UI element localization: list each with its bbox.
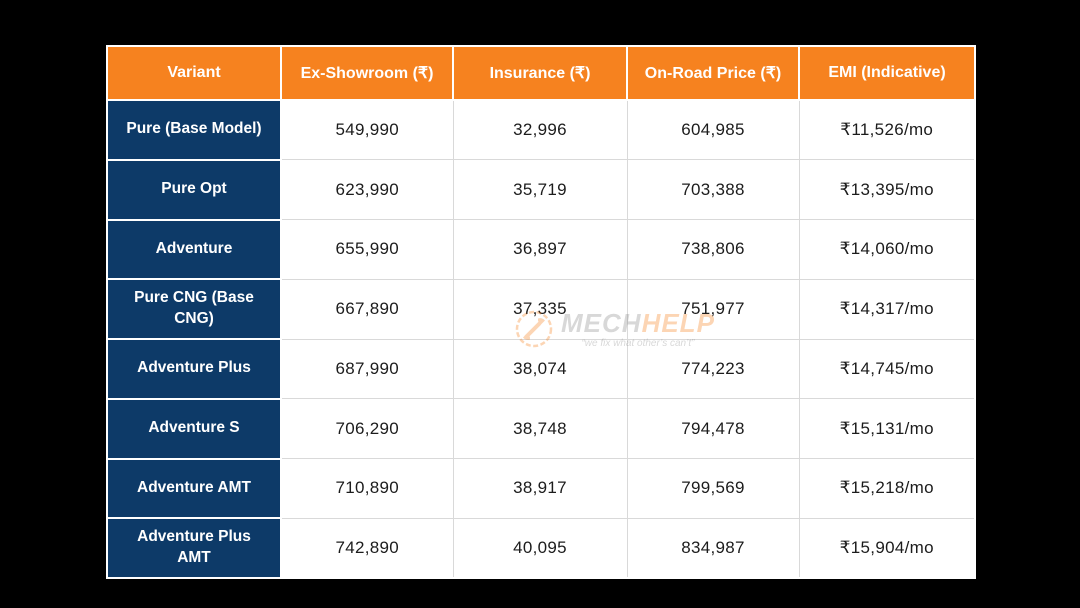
ex-showroom-cell: 687,990 [281, 339, 454, 400]
emi-cell: ₹15,904/mo [799, 518, 975, 578]
insurance-cell: 36,897 [453, 219, 628, 280]
ex-showroom-cell: 706,290 [281, 398, 454, 459]
on-road-cell: 834,987 [627, 518, 800, 578]
price-table: Variant Ex-Showroom (₹) Insurance (₹) On-Ro… [106, 45, 976, 579]
emi-cell: ₹13,395/mo [799, 159, 975, 220]
insurance-cell: 37,335 [453, 279, 628, 340]
insurance-cell: 38,748 [453, 398, 628, 459]
column-header-emi: EMI (Indicative) [799, 46, 975, 101]
column-header-ex-showroom: Ex-Showroom (₹) [281, 46, 454, 101]
on-road-cell: 738,806 [627, 219, 800, 280]
emi-cell: ₹14,745/mo [799, 339, 975, 400]
table-row: Adventure 655,990 36,897 738,806 ₹14,060/mo [107, 218, 975, 281]
table-row: Pure Opt 623,990 35,719 703,388 ₹13,395/mo [107, 158, 975, 221]
table-row: Adventure AMT 710,890 38,917 799,569 ₹15,218… [107, 457, 975, 520]
variant-cell: Pure CNG (Base CNG) [107, 278, 282, 340]
column-header-insurance: Insurance (₹) [453, 46, 628, 101]
on-road-cell: 774,223 [627, 339, 800, 400]
emi-cell: ₹11,526/mo [799, 100, 975, 161]
insurance-cell: 38,917 [453, 458, 628, 519]
insurance-cell: 35,719 [453, 159, 628, 220]
variant-cell: Adventure AMT [107, 457, 282, 520]
on-road-cell: 794,478 [627, 398, 800, 459]
ex-showroom-cell: 549,990 [281, 100, 454, 161]
column-header-on-road-price: On-Road Price (₹) [627, 46, 800, 101]
variant-cell: Adventure Plus AMT [107, 517, 282, 579]
variant-cell: Adventure [107, 218, 282, 281]
table-header-row: Variant Ex-Showroom (₹) Insurance (₹) On-Ro… [107, 46, 975, 101]
insurance-cell: 38,074 [453, 339, 628, 400]
emi-cell: ₹15,218/mo [799, 458, 975, 519]
variant-cell: Pure (Base Model) [107, 99, 282, 161]
column-header-variant: Variant [107, 46, 282, 101]
table-row: Pure (Base Model) 549,990 32,996 604,985 ₹11… [107, 99, 975, 161]
variant-cell: Adventure S [107, 397, 282, 460]
ex-showroom-cell: 710,890 [281, 458, 454, 519]
ex-showroom-cell: 655,990 [281, 219, 454, 280]
on-road-cell: 751,977 [627, 279, 800, 340]
ex-showroom-cell: 742,890 [281, 518, 454, 578]
insurance-cell: 40,095 [453, 518, 628, 578]
ex-showroom-cell: 667,890 [281, 279, 454, 340]
variant-cell: Pure Opt [107, 158, 282, 221]
on-road-cell: 799,569 [627, 458, 800, 519]
variant-price-table: Variant Ex-Showroom (₹) Insurance (₹) On-Ro… [106, 45, 976, 579]
table-row: Adventure Plus 687,990 38,074 774,223 ₹14,74… [107, 338, 975, 400]
variant-cell: Adventure Plus [107, 338, 282, 400]
table-row: Adventure S 706,290 38,748 794,478 ₹15,131/m… [107, 397, 975, 460]
insurance-cell: 32,996 [453, 100, 628, 161]
on-road-cell: 604,985 [627, 100, 800, 161]
table-row: Adventure Plus AMT 742,890 40,095 834,987 ₹1… [107, 517, 975, 579]
table-row: Pure CNG (Base CNG) 667,890 37,335 751,977 ₹… [107, 278, 975, 340]
emi-cell: ₹14,317/mo [799, 279, 975, 340]
on-road-cell: 703,388 [627, 159, 800, 220]
emi-cell: ₹14,060/mo [799, 219, 975, 280]
emi-cell: ₹15,131/mo [799, 398, 975, 459]
ex-showroom-cell: 623,990 [281, 159, 454, 220]
